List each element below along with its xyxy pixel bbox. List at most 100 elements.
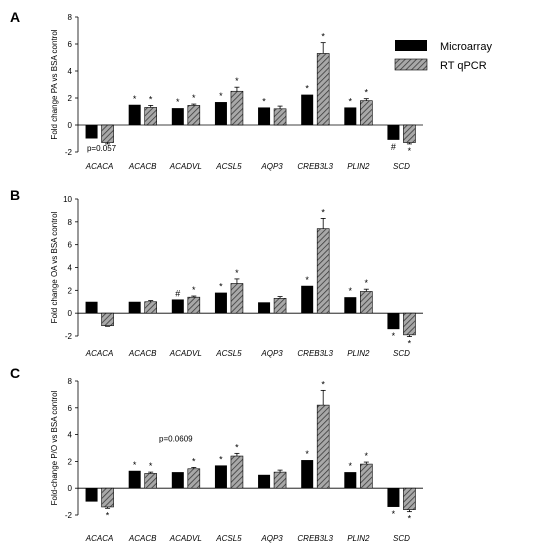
bar-rtqpcr	[316, 228, 330, 314]
bar-rtqpcr	[316, 53, 330, 126]
y-tick-label: 8	[68, 377, 73, 386]
significance-mark: *	[192, 456, 196, 466]
y-axis-label: Fold change OA vs BSA control	[50, 211, 59, 323]
bar-microarray	[301, 285, 314, 314]
category-label: PLIN2	[347, 162, 370, 171]
y-tick-label: 2	[68, 457, 73, 466]
y-tick-label: 8	[68, 13, 73, 22]
bar-microarray	[387, 313, 400, 330]
significance-mark: *	[365, 278, 369, 288]
significance-mark: *	[235, 442, 239, 452]
significance-mark: *	[321, 207, 325, 217]
bar-rtqpcr	[101, 312, 114, 327]
bar-microarray	[85, 301, 98, 314]
bar-rtqpcr	[144, 473, 157, 489]
significance-mark: *	[305, 84, 309, 94]
bar-rtqpcr	[273, 471, 287, 489]
bar-microarray	[214, 102, 227, 125]
category-label: SCD	[393, 534, 410, 543]
y-tick-label: 4	[68, 431, 73, 440]
panel-letter: C	[10, 365, 20, 381]
category-label: SCD	[393, 162, 410, 171]
bar-rtqpcr	[230, 90, 244, 126]
category-label: CREB3L3	[297, 162, 333, 171]
y-tick-label: 0	[68, 484, 73, 493]
category-label: AQP3	[260, 349, 283, 358]
significance-mark: *	[392, 509, 396, 519]
bar-rtqpcr	[403, 124, 416, 143]
bar-microarray	[387, 488, 400, 507]
legend-label-microarray: Microarray	[440, 41, 492, 53]
category-label: ACACB	[128, 534, 157, 543]
y-tick-label: 4	[68, 67, 73, 76]
y-tick-label: 2	[68, 94, 73, 103]
panel-letter: B	[10, 187, 20, 203]
significance-mark: *	[365, 451, 369, 461]
y-tick-label: -2	[65, 511, 73, 520]
legend-swatch-rtqpcr	[394, 58, 428, 71]
significance-mark: *	[192, 93, 196, 103]
category-label: ACACB	[128, 349, 157, 358]
y-tick-label: -2	[65, 148, 73, 157]
legend: Microarray RT qPCR	[394, 40, 492, 72]
bar-microarray	[344, 472, 357, 489]
significance-mark: *	[321, 32, 325, 42]
significance-mark: *	[192, 285, 196, 295]
y-tick-label: 6	[68, 404, 73, 413]
significance-mark: *	[349, 96, 353, 106]
panel-letter: A	[10, 9, 20, 25]
significance-mark: *	[305, 275, 309, 285]
category-label: ACSL5	[215, 162, 242, 171]
panel-b: B -2 0 2 4 6 8 10 Fold change OA vs BSA control A…	[10, 187, 423, 358]
significance-mark: *	[349, 461, 353, 471]
bar-microarray	[214, 465, 227, 489]
category-label: ACACA	[85, 162, 114, 171]
y-tick-label: 0	[68, 121, 73, 130]
significance-mark: *	[219, 91, 223, 101]
bar-microarray	[85, 125, 98, 139]
bar-rtqpcr	[101, 487, 114, 508]
significance-mark: *	[349, 286, 353, 296]
category-label: ACADVL	[169, 534, 202, 543]
significance-mark: *	[133, 460, 137, 470]
bar-rtqpcr	[360, 463, 373, 489]
significance-mark: *	[106, 510, 110, 520]
category-label: PLIN2	[347, 349, 370, 358]
y-tick-label: 10	[63, 195, 72, 204]
category-label: ACADVL	[169, 349, 202, 358]
bar-microarray	[301, 460, 314, 489]
bar-microarray	[214, 292, 227, 314]
bar-rtqpcr	[273, 108, 287, 126]
bar-rtqpcr	[101, 124, 114, 143]
bar-microarray	[128, 104, 141, 125]
y-tick-label: -2	[65, 332, 73, 341]
category-label: AQP3	[260, 162, 283, 171]
bar-microarray	[387, 125, 400, 140]
legend-label-rtqpcr: RT qPCR	[440, 60, 487, 72]
bar-rtqpcr	[230, 455, 244, 489]
significance-mark: *	[176, 97, 180, 107]
bar-microarray	[344, 107, 357, 125]
significance-mark: *	[235, 268, 239, 278]
bar-rtqpcr	[360, 100, 373, 126]
y-axis-label: Fold-change P/O vs BSA control	[50, 390, 59, 505]
significance-mark: *	[133, 94, 137, 104]
bar-rtqpcr	[187, 468, 201, 489]
category-label: ACACB	[128, 162, 157, 171]
bar-rtqpcr	[187, 296, 201, 314]
significance-mark: *	[392, 331, 396, 341]
bar-rtqpcr	[144, 107, 157, 126]
category-label: ACSL5	[215, 349, 242, 358]
category-label: SCD	[393, 349, 410, 358]
bar-microarray	[171, 299, 184, 314]
bar-microarray	[258, 302, 271, 314]
bar-microarray	[171, 472, 184, 489]
p-value-annotation: p=0.057	[87, 144, 117, 153]
significance-mark: *	[408, 514, 412, 524]
category-label: ACACA	[85, 534, 114, 543]
panel-c: C -2 0 2 4 6 8 Fold-change P/O vs BSA control AC…	[10, 365, 423, 543]
bar-microarray	[301, 94, 314, 125]
y-tick-label: 2	[68, 286, 73, 295]
category-label: AQP3	[260, 534, 283, 543]
significance-mark: *	[408, 146, 412, 156]
